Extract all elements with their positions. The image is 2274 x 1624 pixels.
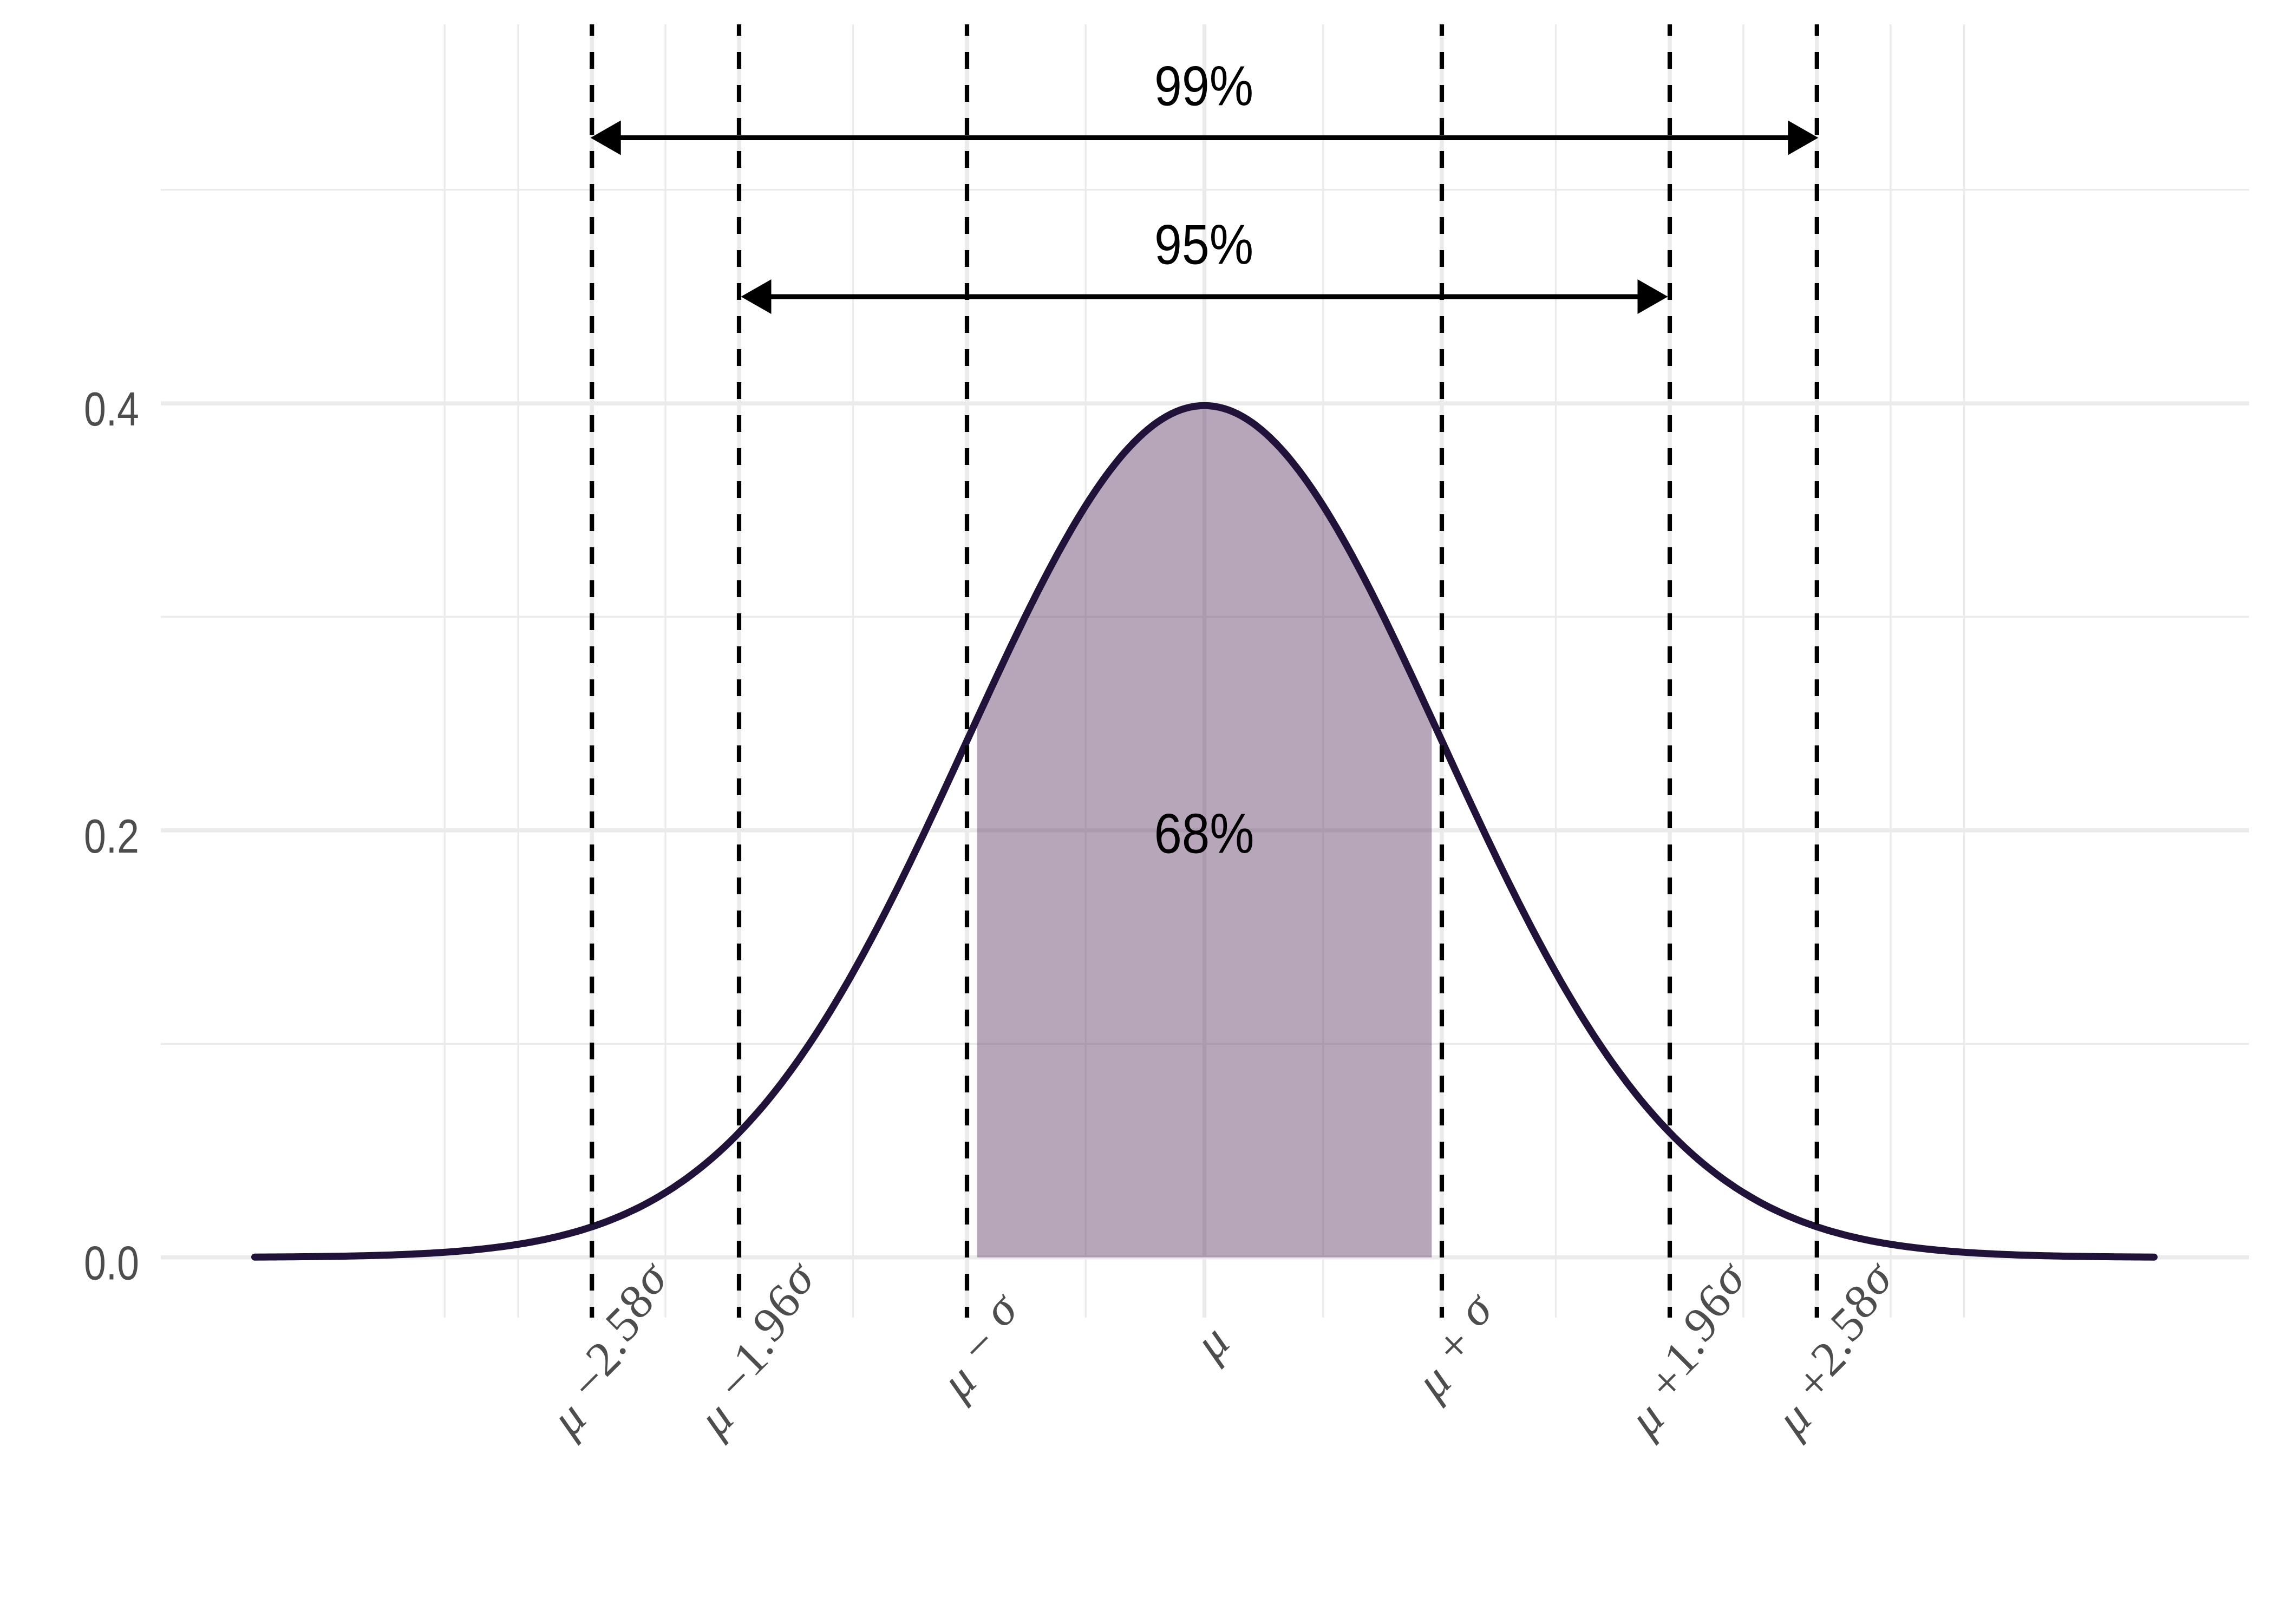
svg-text:0.0: 0.0 [84,1236,139,1290]
svg-text:0.2: 0.2 [84,809,139,863]
svg-text:0.4: 0.4 [84,382,139,436]
svg-text:95%: 95% [1154,214,1253,277]
svg-text:99%: 99% [1154,55,1253,118]
svg-text:68%: 68% [1154,802,1254,865]
